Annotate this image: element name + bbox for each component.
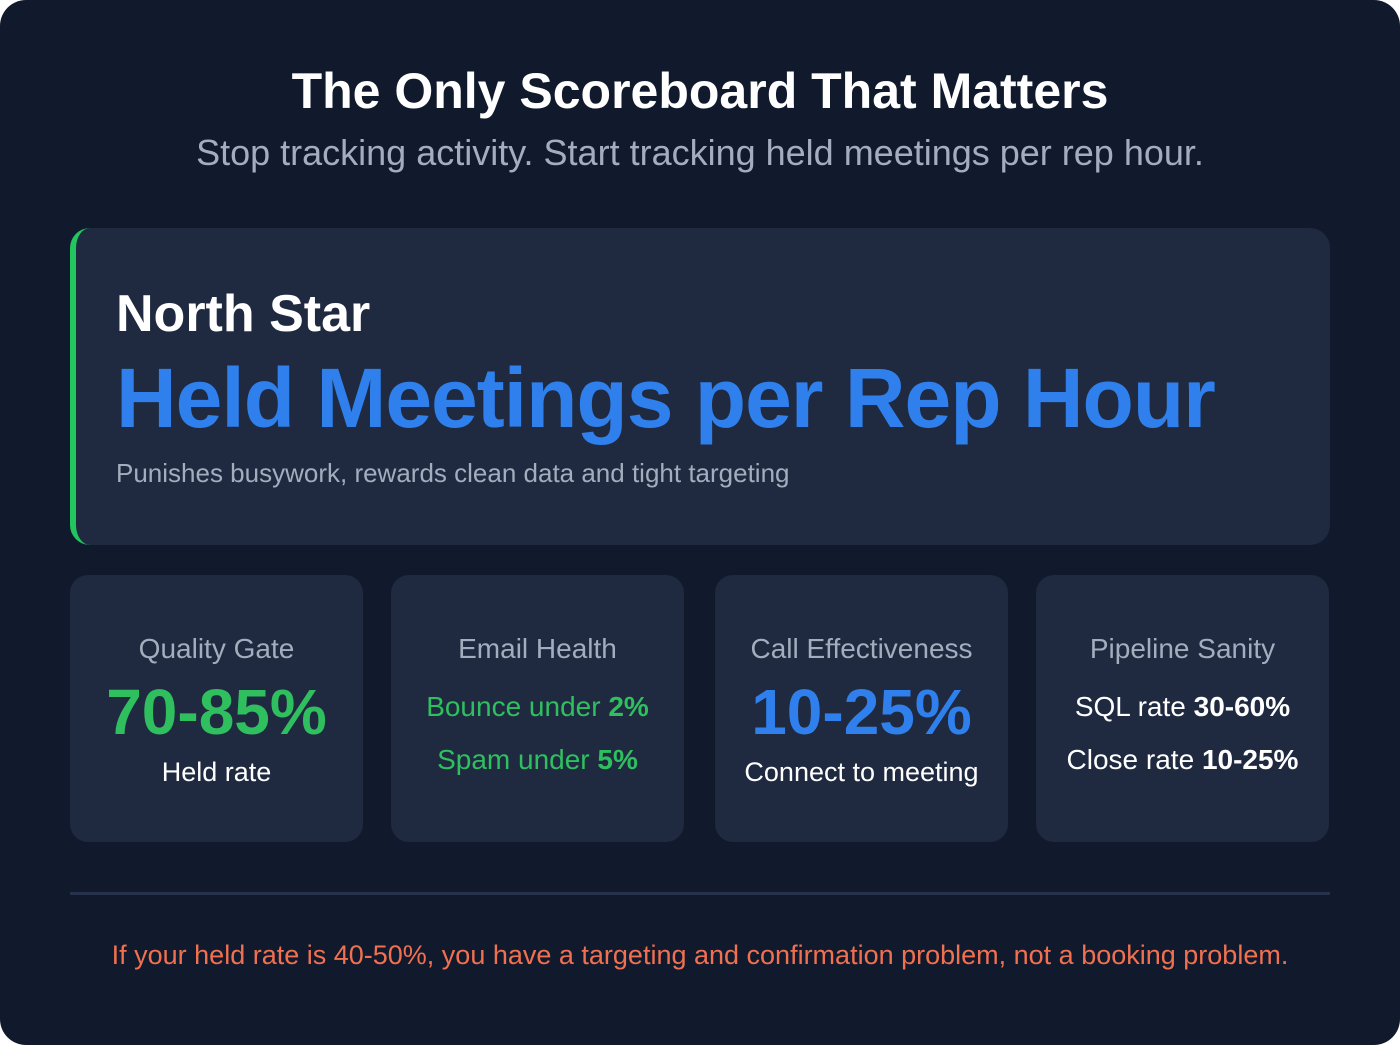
card-value: 70-85% [106,676,327,748]
bounce-line: Bounce under 2% [391,691,684,723]
north-star-card: North Star Held Meetings per Rep Hour Pu… [70,228,1330,545]
pipeline-sanity-card: Pipeline Sanity SQL rate 30-60% Close ra… [1036,575,1329,842]
close-rate-value: 10-25% [1201,744,1299,775]
bounce-label: Bounce under [426,691,609,722]
north-star-metric: Held Meetings per Rep Hour [116,351,1216,445]
bounce-value: 2% [608,691,649,722]
close-rate-line: Close rate 10-25% [1036,744,1329,776]
call-effectiveness-card: Call Effectiveness 10-25% Connect to mee… [715,575,1008,842]
card-value: 10-25% [751,676,972,748]
quality-gate-card: Quality Gate 70-85% Held rate [70,575,363,842]
sql-rate-value: 30-60% [1193,691,1291,722]
footer-warning: If your held rate is 40-50%, you have a … [111,940,1289,970]
spam-value: 5% [597,744,638,775]
page-title: The Only Scoreboard That Matters [291,63,1109,119]
page-subtitle: Stop tracking activity. Start tracking h… [196,132,1204,173]
spam-line: Spam under 5% [391,744,684,776]
divider [70,892,1330,895]
email-health-card: Email Health Bounce under 2% Spam under … [391,575,684,842]
close-rate-label: Close rate [1066,744,1202,775]
card-caption: Held rate [161,757,272,787]
card-heading: Email Health [458,633,617,664]
spam-label: Spam under [437,744,598,775]
north-star-label: North Star [116,285,371,343]
north-star-description: Punishes busywork, rewards clean data an… [116,458,790,488]
card-heading: Call Effectiveness [750,633,973,664]
sql-rate-label: SQL rate [1074,691,1194,722]
card-heading: Quality Gate [138,633,295,664]
card-heading: Pipeline Sanity [1089,633,1276,664]
card-caption: Connect to meeting [744,757,979,787]
sql-rate-line: SQL rate 30-60% [1036,691,1329,723]
